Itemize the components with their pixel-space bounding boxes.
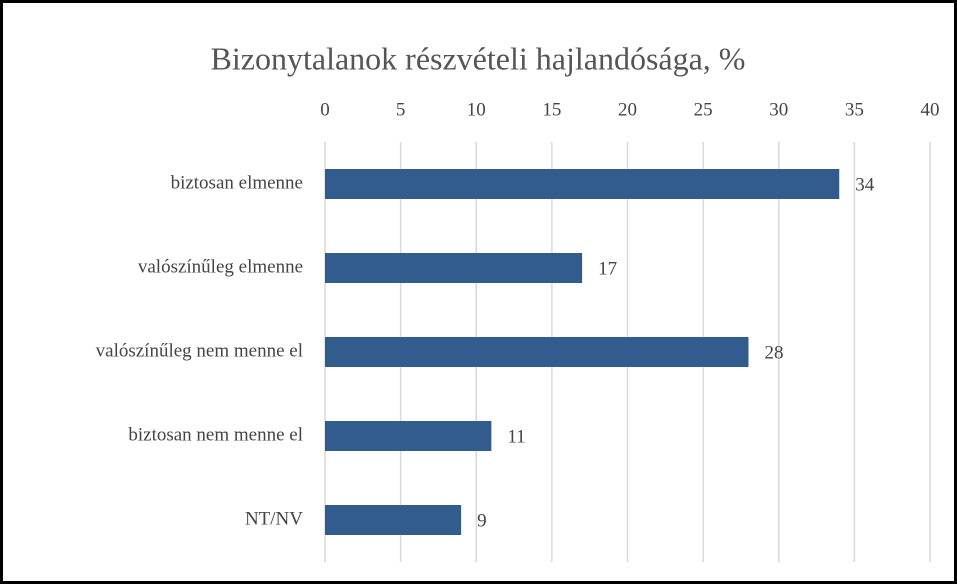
bar (325, 505, 462, 535)
bar (325, 421, 492, 451)
x-tick-label: 35 (845, 99, 864, 120)
x-tick-label: 25 (694, 99, 713, 120)
y-tick-label: valószínűleg nem menne el (96, 340, 303, 361)
x-tick-label: 30 (769, 99, 788, 120)
x-tick-label: 20 (618, 99, 637, 120)
x-tick-label: 40 (921, 99, 940, 120)
data-label: 28 (765, 342, 784, 363)
bar (325, 337, 749, 367)
bar (325, 253, 583, 283)
data-label: 9 (477, 510, 487, 531)
data-label: 11 (507, 426, 525, 447)
chart-title: Bizonytalanok részvételi hajlandósága, % (211, 40, 746, 76)
y-tick-label: biztosan nem menne el (128, 424, 303, 445)
x-tick-label: 15 (542, 99, 561, 120)
y-tick-label: biztosan elmenne (171, 172, 303, 193)
y-tick-label: valószínűleg elmenne (138, 256, 303, 277)
y-tick-label: NT/NV (245, 508, 303, 529)
x-tick-label: 10 (467, 99, 486, 120)
data-label: 17 (598, 258, 617, 279)
x-tick-label: 5 (396, 99, 406, 120)
x-tick-label: 0 (320, 99, 330, 120)
data-label: 34 (855, 174, 875, 195)
bar (325, 169, 840, 199)
